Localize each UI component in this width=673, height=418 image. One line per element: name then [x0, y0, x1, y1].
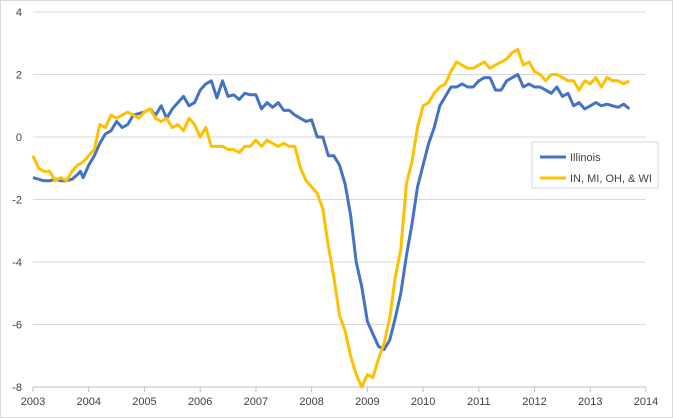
- x-tick-label: 2012: [522, 396, 546, 408]
- series-line-neighbors: [31, 48, 631, 389]
- y-axis-ticks: 4 2 0 -2 -4 -6 -8: [12, 7, 22, 394]
- x-axis-ticks: 2003 2004 2005 2006 2007 2008 2009 2010 2011 2012…: [21, 387, 658, 408]
- legend-label-neighbors: IN, MI, OH, & WI: [570, 173, 652, 185]
- x-tick-label: 2005: [132, 396, 156, 408]
- x-tick-label: 2008: [299, 396, 323, 408]
- x-tick-label: 2007: [244, 396, 268, 408]
- y-tick-label: -2: [12, 195, 22, 207]
- y-tick-label: 4: [16, 7, 22, 19]
- x-tick-label: 2003: [21, 396, 45, 408]
- x-tick-label: 2010: [411, 396, 435, 408]
- x-tick-label: 2006: [188, 396, 212, 408]
- y-tick-label: -6: [12, 320, 22, 332]
- x-tick-label: 2009: [355, 396, 379, 408]
- y-tick-label: 0: [16, 132, 22, 144]
- x-tick-label: 2004: [76, 396, 100, 408]
- legend-box: [531, 141, 659, 189]
- series-group: [31, 48, 631, 389]
- x-tick-label: 2013: [578, 396, 602, 408]
- y-tick-label: -4: [12, 257, 22, 269]
- legend: Illinois IN, MI, OH, & WI: [531, 141, 659, 189]
- legend-label-illinois: Illinois: [570, 152, 601, 164]
- x-tick-label: 2011: [467, 396, 491, 408]
- series-line-illinois: [32, 73, 631, 351]
- y-tick-label: 2: [16, 70, 22, 82]
- x-tick-label: 2014: [634, 396, 658, 408]
- y-tick-label: -8: [12, 382, 22, 394]
